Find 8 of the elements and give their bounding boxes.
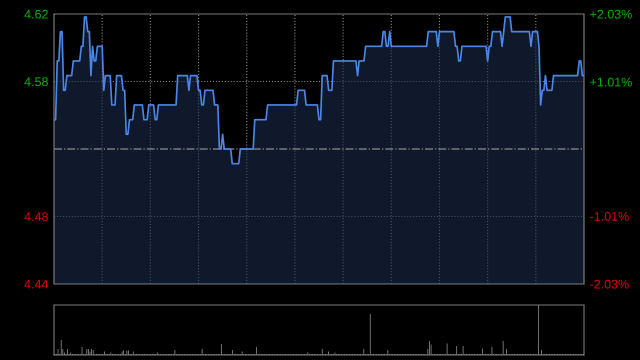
y2-tick-label: -2.03% xyxy=(590,280,629,289)
y2-tick-label: -1.01% xyxy=(590,212,629,221)
y-tick-label: 4.48 xyxy=(24,212,48,222)
y-tick-label: 4.62 xyxy=(24,10,48,19)
y-tick-label: 4.58 xyxy=(24,77,48,86)
y2-tick-label: +1.01% xyxy=(590,78,632,86)
y2-tick-label: +2.03% xyxy=(590,10,632,19)
y-tick-label: 4.44 xyxy=(24,280,48,289)
